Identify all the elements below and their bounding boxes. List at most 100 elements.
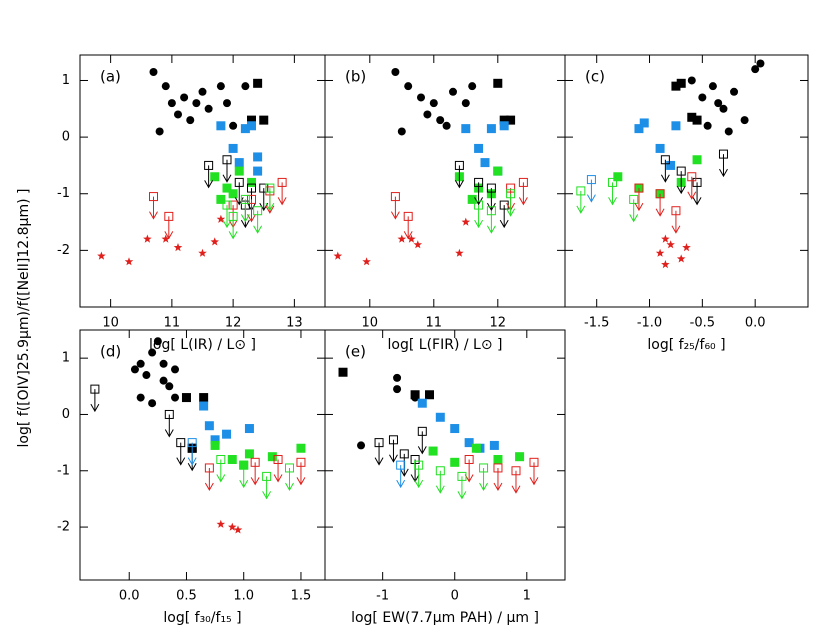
point	[666, 240, 675, 249]
point	[142, 371, 151, 380]
x-tick-label: 1.0	[233, 589, 254, 604]
point	[461, 124, 471, 134]
point	[210, 435, 220, 445]
point	[233, 525, 243, 534]
limit-arrow	[216, 459, 226, 483]
point	[740, 116, 749, 125]
point	[671, 81, 681, 91]
upper-limit	[273, 455, 283, 483]
x-tick-label: 13	[286, 316, 303, 331]
upper-limit	[403, 211, 413, 240]
point	[428, 446, 438, 456]
x-tick-label: 11	[426, 316, 443, 331]
point	[493, 78, 503, 88]
limit-arrow	[247, 199, 256, 223]
limit-arrow	[253, 210, 263, 234]
point	[253, 152, 263, 162]
point	[216, 214, 226, 223]
x-tick-label: 1	[523, 589, 531, 604]
y-tick-label: -1	[57, 186, 70, 201]
upper-limit	[676, 166, 686, 195]
point	[655, 143, 665, 153]
panel-label: (a)	[100, 68, 121, 86]
x-tick-label: 10	[362, 316, 379, 331]
point	[435, 412, 445, 422]
point	[216, 121, 226, 131]
limit-arrow	[273, 459, 283, 483]
upper-limit	[388, 435, 398, 463]
upper-limit	[204, 463, 214, 491]
y-tick-label: 1	[62, 73, 70, 88]
point	[97, 251, 106, 260]
point	[143, 234, 152, 243]
upper-limit	[285, 463, 295, 491]
limit-arrow	[204, 165, 214, 189]
upper-limit	[493, 463, 503, 491]
x-tick-label: -1.5	[584, 316, 609, 331]
point	[167, 99, 176, 108]
point	[468, 82, 477, 91]
point	[174, 110, 182, 119]
upper-limit	[228, 211, 238, 240]
x-axis-label: log[ L(FIR) / L⊙ ]	[388, 337, 503, 353]
point	[471, 443, 481, 453]
upper-limit	[149, 192, 158, 220]
upper-limit	[518, 177, 528, 206]
upper-limit	[234, 177, 244, 206]
upper-limit	[374, 438, 384, 466]
point	[687, 76, 696, 85]
panel-frame	[564, 54, 809, 308]
point	[124, 257, 134, 266]
point	[204, 421, 214, 431]
upper-limit	[164, 409, 174, 438]
y-tick-label: 0	[62, 407, 70, 422]
point	[450, 424, 460, 434]
point	[703, 121, 712, 130]
limit-arrow	[164, 414, 174, 438]
point	[161, 234, 170, 243]
x-tick-label: 1.5	[291, 589, 312, 604]
point	[676, 254, 686, 263]
upper-limit	[474, 200, 484, 229]
upper-limit	[250, 457, 260, 486]
upper-limit	[529, 457, 539, 486]
point	[204, 104, 213, 113]
point	[229, 121, 238, 130]
point	[247, 177, 256, 187]
point	[149, 67, 158, 76]
limit-arrow	[187, 442, 197, 466]
point	[222, 429, 232, 439]
upper-limit	[464, 455, 474, 483]
x-axis-label: log[ L(IR) / L⊙ ]	[149, 337, 256, 353]
point	[155, 127, 164, 136]
point	[423, 110, 432, 119]
upper-limit	[655, 189, 665, 217]
x-axis-label: log[ f₃₀/f₁₅ ]	[163, 610, 241, 626]
point	[634, 124, 644, 134]
limit-arrow	[389, 439, 398, 463]
point	[173, 243, 183, 252]
upper-limit	[265, 183, 275, 212]
limit-arrow	[660, 159, 670, 183]
upper-limit	[222, 200, 232, 229]
limit-arrow	[240, 199, 250, 223]
point	[661, 260, 670, 269]
upper-limit	[187, 438, 197, 466]
point	[407, 234, 416, 243]
limit-arrow	[687, 176, 697, 200]
x-tick-label: 12	[225, 316, 242, 331]
point	[480, 158, 490, 168]
panel-label: (c)	[585, 68, 605, 86]
upper-limit	[692, 177, 702, 206]
point	[222, 183, 232, 193]
upper-limit	[414, 460, 424, 489]
limit-arrow	[671, 210, 681, 234]
panel-frame	[324, 329, 566, 581]
limit-arrow	[506, 193, 516, 217]
x-tick-label: 12	[490, 316, 507, 331]
upper-limit	[454, 160, 464, 189]
point	[442, 121, 451, 130]
limit-arrow	[676, 171, 686, 195]
point	[410, 390, 420, 400]
